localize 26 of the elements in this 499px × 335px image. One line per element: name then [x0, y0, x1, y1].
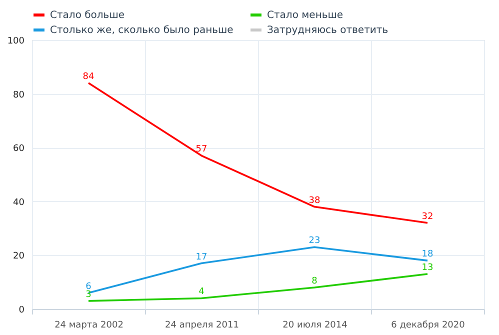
data-label: 4	[198, 287, 205, 298]
legend-label: Стало больше	[50, 10, 124, 21]
x-tick-label: 24 апреля 2011	[165, 320, 239, 330]
data-label: 23	[308, 236, 320, 246]
y-tick-label: 40	[13, 198, 25, 208]
line-series	[88, 273, 428, 302]
data-label: 13	[422, 263, 434, 274]
y-tick-label: 0	[18, 306, 25, 316]
x-tick-label: 24 марта 2002	[54, 320, 124, 330]
data-label: 57	[196, 144, 208, 155]
legend-label: Затрудняюсь ответить	[267, 25, 388, 36]
legend-label: Стало меньше	[267, 10, 344, 21]
data-label: 84	[82, 72, 94, 82]
y-tick-label: 80	[13, 90, 25, 100]
x-tick-label: 20 июля 2014	[282, 320, 348, 330]
data-label: 3	[86, 290, 92, 300]
y-tick-label: 60	[13, 144, 25, 154]
data-label: 8	[312, 276, 318, 286]
data-label: 38	[308, 196, 320, 206]
x-tick-label: 6 декабря 2020	[391, 320, 466, 330]
legend-label: Столько же, сколько было раньше	[50, 25, 234, 36]
data-label: 17	[196, 252, 208, 262]
data-label: 18	[422, 250, 434, 260]
y-tick-label: 20	[13, 252, 25, 262]
y-tick-label: 100	[7, 36, 25, 46]
data-label: 32	[422, 212, 434, 222]
